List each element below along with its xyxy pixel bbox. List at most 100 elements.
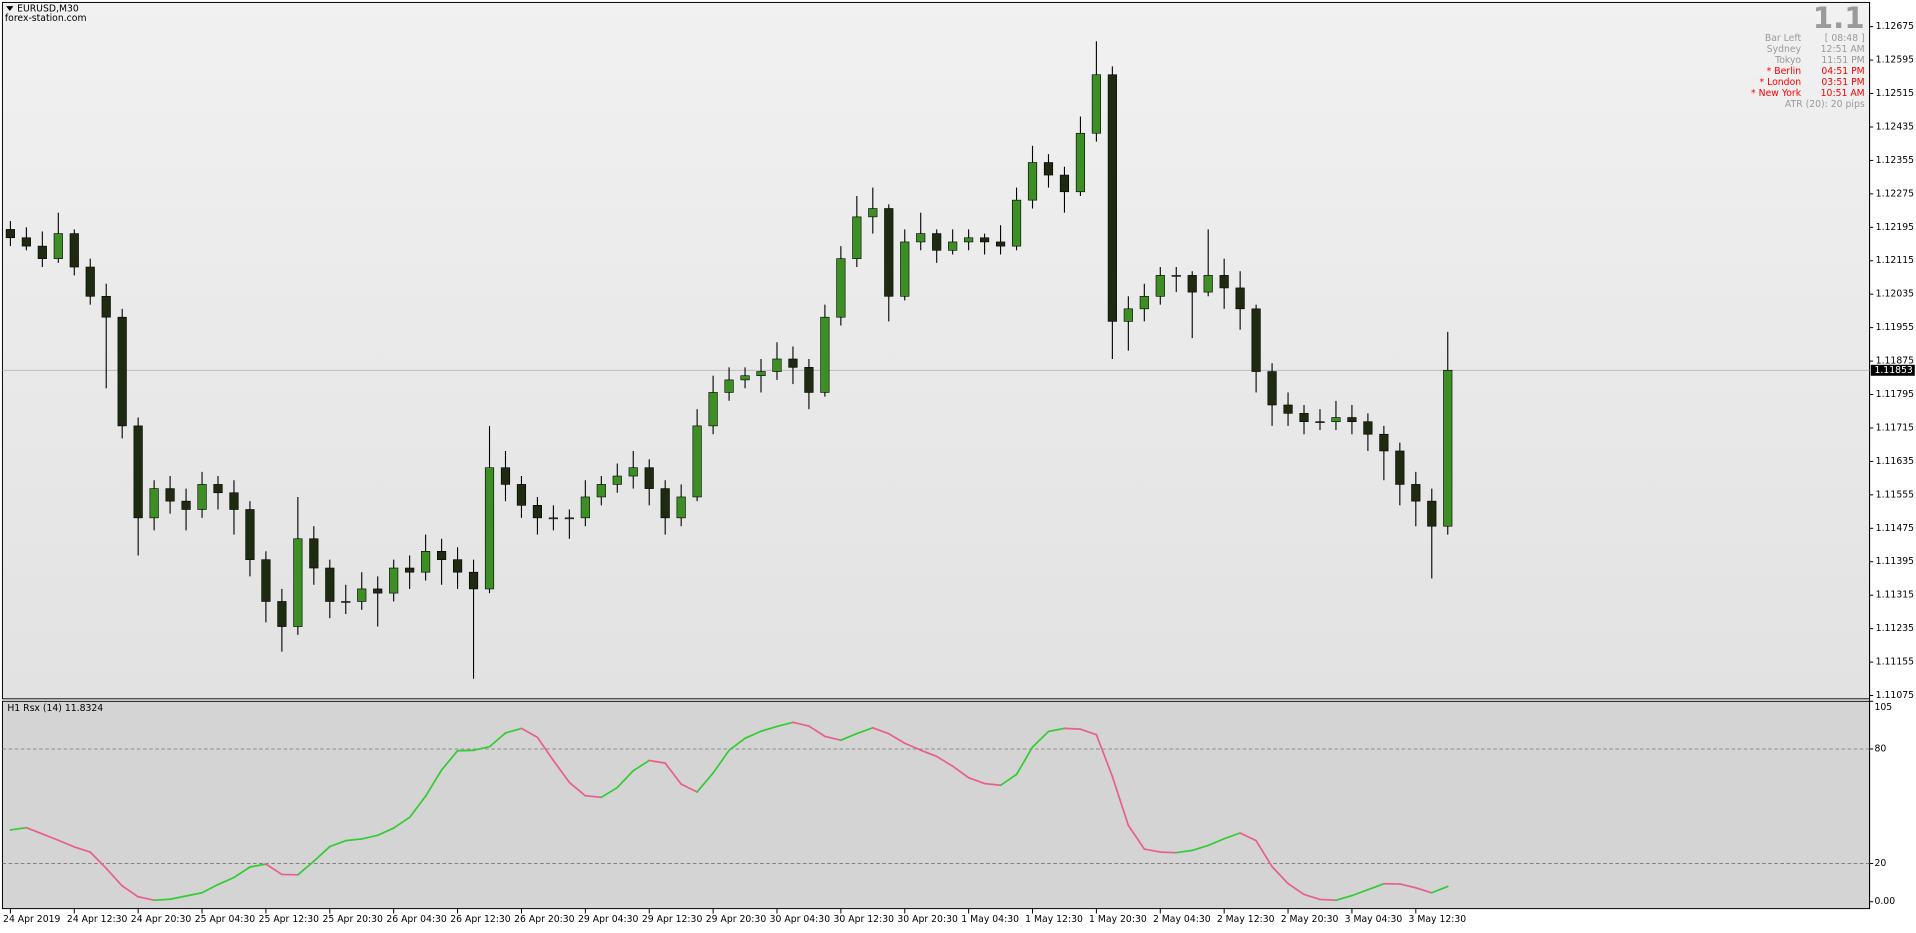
candle-body (1411, 484, 1421, 502)
candle-body (261, 559, 271, 602)
rsx-segment (632, 759, 651, 772)
candle-body (437, 550, 447, 560)
rsx-segment (919, 749, 938, 758)
rsx-segment (520, 727, 539, 739)
x-tick-label: 3 May 12:30 (1408, 914, 1466, 925)
candle-body (1011, 199, 1022, 247)
candle-body (1171, 275, 1181, 277)
rsx-segment (616, 769, 635, 789)
rsx-segment (488, 732, 507, 748)
rsx-segment (297, 860, 315, 876)
rsx-segment (233, 866, 251, 879)
candle-body (532, 505, 543, 519)
rsx-segment (600, 786, 619, 799)
session-label: * Berlin (1767, 66, 1802, 77)
symbol-menu-arrow[interactable] (6, 6, 14, 11)
candle-body (580, 496, 590, 519)
rsx-segment (1319, 898, 1337, 902)
candle-body (916, 233, 926, 243)
x-tick-label: 24 Apr 2019 (3, 914, 60, 925)
candle-body (357, 588, 367, 602)
candle-body (1235, 287, 1245, 310)
candle-body (1203, 275, 1213, 293)
last-price-label: 1.11853 (1874, 365, 1912, 376)
candle-body (980, 237, 990, 243)
rsx-segment (392, 816, 411, 829)
rsx-segment (312, 845, 331, 863)
candle-body (868, 208, 878, 218)
rsx-segment (1223, 832, 1241, 840)
y-tick-label: 1.11635 (1876, 456, 1914, 467)
candle-body (1283, 404, 1293, 414)
candle-body (900, 241, 910, 297)
x-tick-label: 24 Apr 12:30 (67, 914, 128, 925)
x-tick-label: 1 May 20:30 (1089, 914, 1147, 925)
y-tick-label: 1.11315 (1876, 590, 1914, 601)
candle-body (37, 245, 47, 259)
x-tick-label: 30 Apr 04:30 (770, 914, 831, 925)
candle-body (724, 379, 734, 393)
rsx-segment (776, 721, 794, 728)
rsx-segment (1430, 885, 1449, 894)
x-tick-label: 2 May 20:30 (1281, 914, 1339, 925)
candle-body (117, 316, 127, 427)
rsx-segment (1398, 883, 1417, 889)
x-tick-label: 29 Apr 20:30 (706, 914, 767, 925)
session-value: 12:51 AM (1821, 44, 1865, 55)
y-tick-label: 1.12675 (1876, 21, 1914, 32)
rsx-segment (360, 834, 379, 840)
candle-body (1219, 275, 1229, 289)
rsx-segment (1191, 844, 1210, 852)
candle-body (389, 567, 399, 594)
rsx-segment (1175, 849, 1194, 854)
y-tick-label: 1.12195 (1876, 222, 1914, 233)
candle-body (1027, 162, 1038, 201)
rsx-segment (1143, 848, 1162, 853)
candle-body (5, 229, 15, 239)
symbol-title: EURUSD,M30 (17, 4, 79, 15)
rsx-segment (792, 721, 810, 727)
x-tick-label: 1 May 12:30 (1025, 914, 1083, 925)
candle-body (1299, 413, 1309, 423)
candle-body (660, 488, 670, 519)
rsx-segment (744, 730, 762, 740)
session-value: 11:51 PM (1821, 55, 1864, 66)
y-tick-label: 1.11795 (1876, 389, 1914, 400)
candle-body (484, 467, 495, 590)
rsx-segment (408, 795, 427, 819)
x-tick-label: 25 Apr 12:30 (259, 914, 320, 925)
session-label: Sydney (1767, 44, 1802, 55)
session-label: Tokyo (1774, 55, 1801, 66)
candle-body (85, 266, 95, 297)
rsx-segment (887, 732, 906, 745)
candle-body (1331, 417, 1341, 423)
candle-body (421, 550, 431, 573)
candle-body (213, 484, 223, 494)
rsx-segment (121, 885, 140, 898)
rsx-segment (696, 772, 714, 793)
rsx-segment (1111, 775, 1130, 827)
rsx-segment (648, 759, 667, 764)
rsx-segment (376, 827, 395, 837)
rsx-segment (1047, 727, 1066, 733)
rsx-segment (1095, 733, 1114, 778)
candle-body (820, 316, 830, 393)
y-tick-label: 105 (1874, 702, 1892, 713)
rsx-segment (1239, 832, 1257, 842)
rsx-segment (1063, 727, 1082, 731)
rsx-segment (1031, 730, 1050, 748)
candle-body (628, 467, 638, 477)
rsx-segment (824, 735, 842, 742)
y-tick-label: 1.12275 (1876, 188, 1914, 199)
rsx-segment (265, 863, 283, 876)
x-tick-label: 30 Apr 20:30 (897, 914, 958, 925)
rsx-segment (1351, 888, 1369, 897)
candle-body (852, 216, 862, 259)
rsx-segment (153, 898, 171, 902)
candle-body (1091, 74, 1101, 134)
candle-body (165, 488, 175, 502)
candle-body (1267, 371, 1277, 406)
candle-body (692, 425, 702, 498)
candle-body (245, 509, 255, 560)
candle-body (1379, 433, 1389, 452)
